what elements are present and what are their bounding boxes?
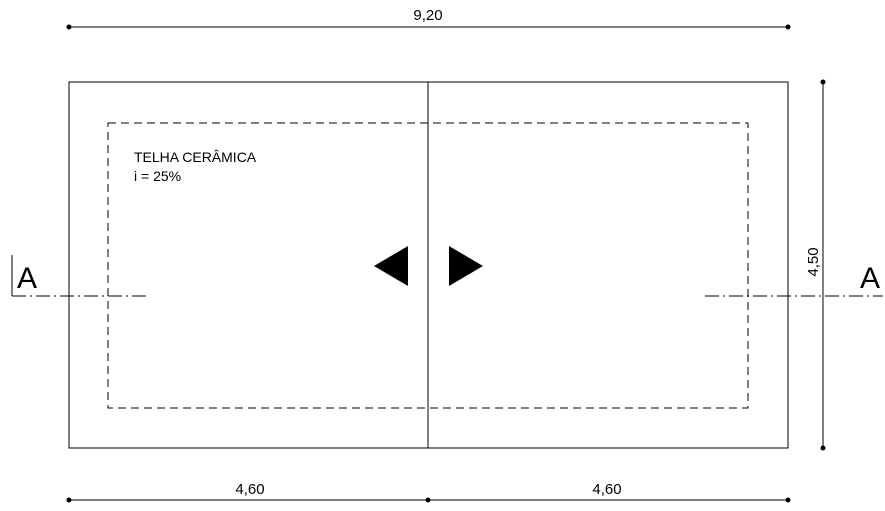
section-label-right: A: [860, 262, 880, 295]
dimension-tick: [785, 24, 791, 30]
roof-note: TELHA CERÂMICA i = 25%: [134, 149, 257, 184]
roof-slope-label: i = 25%: [134, 168, 181, 184]
dimension-tick: [425, 497, 431, 503]
dimension-tick: [820, 79, 826, 85]
right-dimension: 4,50: [805, 79, 826, 451]
roof-material-label: TELHA CERÂMICA: [134, 149, 257, 165]
slope-arrow-right-icon: [449, 246, 483, 286]
dimension-tick: [785, 497, 791, 503]
section-cut-right: A: [705, 262, 883, 297]
section-label-left: A: [17, 262, 37, 295]
total-width-label: 9,20: [413, 7, 442, 24]
wall-outline-dashed: [107, 122, 749, 409]
right-half-label: 4,60: [592, 481, 621, 498]
section-cut-left: A: [11, 255, 148, 297]
dimension-tick: [66, 24, 72, 30]
depth-label: 4,50: [805, 247, 822, 276]
left-half-label: 4,60: [235, 481, 264, 498]
dimension-tick: [820, 445, 826, 451]
slope-arrow-left-icon: [374, 246, 408, 286]
dimension-tick: [66, 497, 72, 503]
top-dimension: 9,20: [66, 7, 791, 30]
bottom-dimension: 4,60 4,60: [66, 481, 791, 503]
